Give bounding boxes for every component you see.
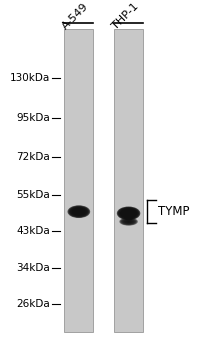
- Ellipse shape: [69, 206, 89, 217]
- Ellipse shape: [121, 218, 136, 225]
- Ellipse shape: [122, 219, 135, 224]
- Ellipse shape: [70, 206, 88, 217]
- Text: 34kDa: 34kDa: [16, 263, 50, 273]
- Ellipse shape: [125, 220, 132, 223]
- Ellipse shape: [122, 210, 135, 217]
- Ellipse shape: [74, 209, 83, 214]
- Ellipse shape: [117, 206, 140, 220]
- Text: 43kDa: 43kDa: [16, 226, 50, 237]
- Ellipse shape: [118, 208, 139, 219]
- Ellipse shape: [70, 207, 87, 216]
- Ellipse shape: [121, 209, 137, 218]
- Ellipse shape: [121, 218, 137, 225]
- Ellipse shape: [120, 208, 137, 218]
- Text: TYMP: TYMP: [158, 205, 189, 218]
- Ellipse shape: [123, 219, 134, 224]
- Ellipse shape: [118, 207, 140, 220]
- Text: 26kDa: 26kDa: [16, 299, 50, 309]
- Ellipse shape: [76, 210, 81, 213]
- Ellipse shape: [125, 211, 132, 215]
- FancyBboxPatch shape: [64, 29, 93, 332]
- Ellipse shape: [73, 208, 85, 215]
- Ellipse shape: [73, 209, 84, 215]
- Ellipse shape: [124, 219, 133, 224]
- Ellipse shape: [76, 210, 82, 214]
- Ellipse shape: [124, 211, 133, 216]
- Ellipse shape: [125, 211, 132, 216]
- Ellipse shape: [122, 209, 136, 217]
- Text: THP-1: THP-1: [110, 2, 140, 32]
- Text: 95kDa: 95kDa: [16, 113, 50, 122]
- Ellipse shape: [120, 218, 137, 225]
- Text: 55kDa: 55kDa: [16, 190, 50, 200]
- Ellipse shape: [72, 208, 86, 216]
- Ellipse shape: [124, 220, 133, 224]
- Ellipse shape: [119, 217, 138, 226]
- Text: 72kDa: 72kDa: [16, 152, 50, 162]
- Text: A-549: A-549: [60, 2, 90, 32]
- Ellipse shape: [71, 208, 86, 216]
- Ellipse shape: [126, 212, 131, 215]
- Ellipse shape: [123, 210, 134, 217]
- FancyBboxPatch shape: [114, 29, 143, 332]
- Ellipse shape: [67, 205, 90, 218]
- Ellipse shape: [126, 220, 131, 223]
- Ellipse shape: [125, 220, 132, 223]
- Ellipse shape: [68, 206, 89, 218]
- Text: 130kDa: 130kDa: [10, 73, 50, 83]
- Ellipse shape: [119, 208, 138, 219]
- Ellipse shape: [122, 219, 135, 225]
- Ellipse shape: [75, 210, 83, 214]
